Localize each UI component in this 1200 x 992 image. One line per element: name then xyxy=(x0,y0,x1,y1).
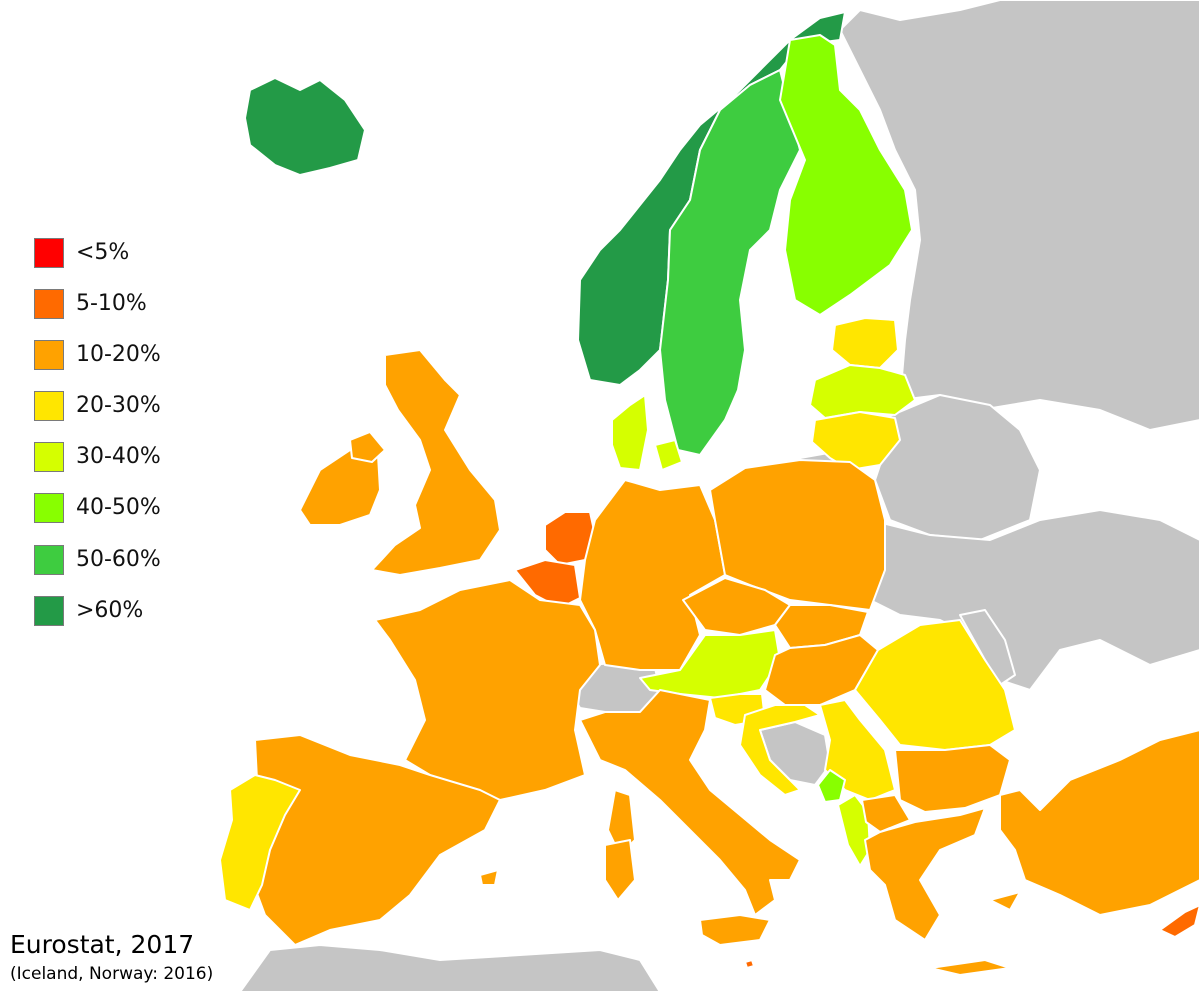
reporting-countries xyxy=(219,11,1200,976)
country-bulgaria xyxy=(894,744,1011,813)
country-ireland xyxy=(299,449,381,526)
legend-item: 50-60% xyxy=(34,545,234,577)
country-belarus xyxy=(874,394,1041,541)
country-lithuania xyxy=(811,411,901,471)
country-cyprus xyxy=(1159,904,1200,938)
legend-item: 5-10% xyxy=(34,289,234,321)
north-africa xyxy=(239,944,661,992)
country-germany xyxy=(579,479,726,671)
country-montenegro xyxy=(817,769,846,803)
country-finland xyxy=(779,34,913,316)
legend-label: >60% xyxy=(76,598,144,623)
legend-swatch xyxy=(34,545,64,575)
source-note: (Iceland, Norway: 2016) xyxy=(10,964,214,984)
no-data-land xyxy=(239,0,1200,992)
country-turkey xyxy=(999,729,1200,916)
legend-label: 5-10% xyxy=(76,291,147,316)
legend-label: 20-30% xyxy=(76,393,161,418)
legend-label: 10-20% xyxy=(76,342,161,367)
country-uk xyxy=(349,349,501,576)
country-ukraine xyxy=(869,509,1200,691)
legend-item: 40-50% xyxy=(34,493,234,525)
legend-item: 30-40% xyxy=(34,442,234,474)
legend-item: 20-30% xyxy=(34,391,234,423)
legend-item: >60% xyxy=(34,596,234,628)
country-italy xyxy=(579,689,801,946)
country-north-macedonia xyxy=(861,794,911,833)
country-denmark xyxy=(611,394,683,471)
legend-swatch xyxy=(34,340,64,370)
country-iceland xyxy=(244,77,366,176)
legend-label: 40-50% xyxy=(76,495,161,520)
legend-label: 50-60% xyxy=(76,547,161,572)
legend-swatch xyxy=(34,493,64,523)
legend-swatch xyxy=(34,391,64,421)
legend-label: 30-40% xyxy=(76,444,161,469)
country-portugal xyxy=(219,774,301,911)
country-sweden xyxy=(659,69,801,456)
legend-swatch xyxy=(34,596,64,626)
country-estonia xyxy=(831,317,899,369)
country-romania xyxy=(854,619,1016,751)
legend-label: <5% xyxy=(76,240,130,265)
country-croatia xyxy=(739,704,821,796)
legend-swatch xyxy=(34,289,64,319)
legend-swatch xyxy=(34,442,64,472)
country-malta xyxy=(744,959,755,969)
source-title: Eurostat, 2017 xyxy=(10,930,195,959)
country-greece xyxy=(864,807,1021,976)
legend-swatch xyxy=(34,238,64,268)
country-poland xyxy=(709,459,886,611)
legend-item: 10-20% xyxy=(34,340,234,372)
legend-item: <5% xyxy=(34,238,234,270)
country-latvia xyxy=(809,364,916,419)
